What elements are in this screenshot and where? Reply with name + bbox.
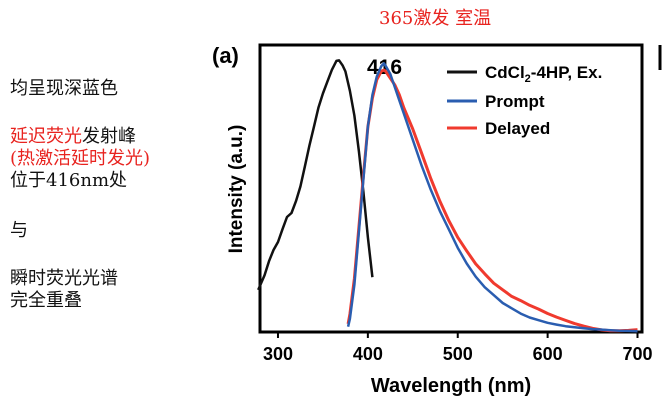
note-line-2: 延迟荧光发射峰	[10, 126, 136, 147]
plot-frame	[258, 43, 644, 334]
y-axis-label: Intensity (a.u.)	[226, 125, 247, 254]
x-axis-label: Wavelength (nm)	[371, 375, 531, 397]
note-black-text: 发射峰	[82, 126, 136, 147]
series-lines	[257, 59, 638, 333]
legend-label-delayed: Delayed	[485, 119, 550, 138]
series-line-prompt	[346, 62, 638, 333]
note-red-text: 延迟荧光	[10, 126, 82, 147]
x-tick-label: 400	[353, 344, 383, 364]
note-line-1: 均呈现深蓝色	[10, 78, 118, 99]
note-line-3: (热激活延时发光)	[10, 148, 151, 169]
note-line-4: 位于416nm处	[10, 170, 128, 191]
x-tick-label: 600	[533, 344, 563, 364]
legend-label-excitation: CdCl2-4HP, Ex.	[485, 63, 602, 85]
header-annotation: 365激发 室温	[379, 8, 492, 29]
note-line-7: 完全重叠	[10, 290, 82, 311]
legend-label-prompt: Prompt	[485, 92, 545, 111]
x-tick-label: 300	[263, 344, 293, 364]
panel-label: (a)	[212, 43, 239, 68]
x-tick-label: 700	[622, 344, 652, 364]
series-line-excitation	[257, 59, 374, 291]
note-line-6: 瞬时荧光光谱	[10, 268, 118, 289]
legend: CdCl2-4HP, Ex. Prompt Delayed	[447, 63, 602, 138]
x-axis-ticks: 300 400 500 600 700	[263, 332, 653, 364]
note-line-5: 与	[10, 220, 28, 241]
peak-label: 416	[367, 56, 402, 79]
x-tick-label: 500	[443, 344, 473, 364]
